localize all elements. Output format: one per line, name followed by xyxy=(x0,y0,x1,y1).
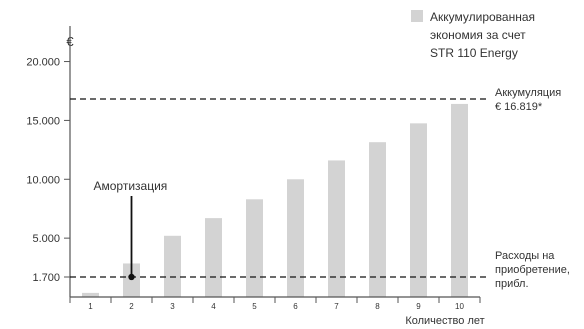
legend-label: STR 110 Energy xyxy=(430,46,518,60)
x-tick-label: 6 xyxy=(293,302,298,311)
reference-line-label: приобретение, xyxy=(495,264,570,276)
annotation-label: Амортизация xyxy=(94,179,168,193)
bar-year-10 xyxy=(451,103,468,297)
legend-label: экономия за счет xyxy=(430,28,526,42)
bar-year-4 xyxy=(205,218,222,297)
y-tick-label: 10.000 xyxy=(26,174,60,186)
bar-year-8 xyxy=(369,142,386,297)
x-tick-label: 3 xyxy=(170,302,175,311)
x-tick-label: 2 xyxy=(129,302,134,311)
bar-year-2 xyxy=(123,263,140,297)
annotation-marker xyxy=(128,273,135,281)
bar-year-6 xyxy=(287,179,304,297)
reference-line-label: Аккумуляция xyxy=(495,87,561,99)
bar-year-9 xyxy=(410,123,427,298)
x-tick-label: 4 xyxy=(211,302,216,311)
bar-year-5 xyxy=(246,199,263,297)
reference-line-label: прибл. xyxy=(495,278,529,290)
x-tick-label: 9 xyxy=(416,302,421,311)
x-tick-label: 7 xyxy=(334,302,339,311)
y-tick-label: 5.000 xyxy=(32,233,60,245)
bar-year-3 xyxy=(164,235,181,297)
x-tick-label: 8 xyxy=(375,302,380,311)
reference-line-label: Расходы на xyxy=(495,250,555,262)
reference-line-label: € 16.819* xyxy=(495,101,543,113)
x-tick-label: 1 xyxy=(88,302,93,311)
x-tick-label: 5 xyxy=(252,302,257,311)
legend-swatch xyxy=(411,10,423,22)
x-tick-label: 10 xyxy=(455,302,464,311)
x-axis-label: Количество лет xyxy=(405,315,484,327)
bar-year-7 xyxy=(328,160,345,297)
y-tick-label: 1.700 xyxy=(32,272,60,284)
y-tick-label: 15.000 xyxy=(26,115,60,127)
y-tick-label: 20.000 xyxy=(26,57,60,69)
bar-year-1 xyxy=(82,292,99,297)
legend-label: Аккумулированная xyxy=(430,10,535,24)
